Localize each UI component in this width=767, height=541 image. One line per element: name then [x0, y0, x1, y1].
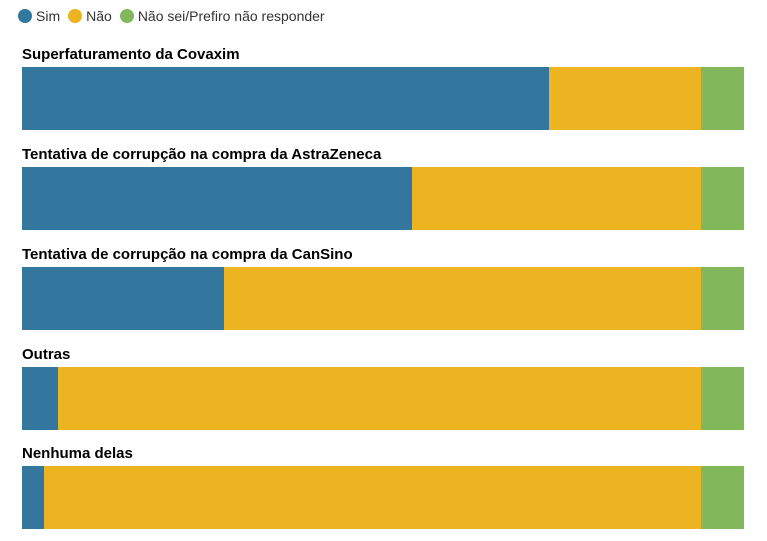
stacked-bar	[22, 167, 744, 230]
bar-segment-ns[interactable]	[700, 267, 744, 330]
bar-segment-nao[interactable]	[224, 267, 701, 330]
stacked-bar	[22, 466, 744, 529]
legend-item[interactable]: Não	[68, 8, 112, 24]
legend-dot-icon	[119, 9, 134, 23]
stacked-bar	[22, 367, 744, 430]
legend-label: Não sei/Prefiro não responder	[137, 8, 325, 24]
stacked-bar	[22, 67, 744, 130]
bar-segment-nao[interactable]	[58, 367, 701, 430]
bar-segment-nao[interactable]	[43, 466, 701, 529]
legend-label: Não	[86, 8, 112, 24]
bar-row-label: Superfaturamento da Covaxim	[22, 46, 240, 63]
bar-row: Tentativa de corrupção na compra da CanS…	[22, 245, 744, 330]
bar-segment-sim[interactable]	[22, 167, 412, 230]
bar-segment-sim[interactable]	[22, 67, 550, 130]
bar-segment-nao[interactable]	[549, 67, 701, 130]
bar-row-label: Outras	[22, 346, 71, 363]
bar-segment-sim[interactable]	[22, 267, 225, 330]
stacked-bar	[22, 267, 744, 330]
bar-segment-sim[interactable]	[22, 367, 59, 430]
legend-dot-icon	[18, 9, 32, 23]
bar-segment-ns[interactable]	[700, 367, 744, 430]
chart-legend: Sim Não Não sei/Prefiro não responder	[18, 8, 333, 24]
bar-segment-ns[interactable]	[700, 167, 744, 230]
bar-row-label: Nenhuma delas	[22, 445, 133, 462]
legend-item[interactable]: Sim	[18, 8, 60, 24]
bar-row: Tentativa de corrupção na compra da Astr…	[22, 145, 744, 230]
legend-dot-icon	[68, 9, 83, 23]
legend-label: Sim	[36, 8, 61, 24]
legend-item[interactable]: Não sei/Prefiro não responder	[119, 8, 325, 24]
bar-segment-ns[interactable]	[700, 466, 744, 529]
bar-row: Outras	[22, 345, 744, 430]
bar-row: Superfaturamento da Covaxim	[22, 45, 744, 130]
bar-row-label: Tentativa de corrupção na compra da CanS…	[22, 246, 353, 263]
bar-row-label: Tentativa de corrupção na compra da Astr…	[22, 146, 382, 163]
bar-segment-sim[interactable]	[22, 466, 44, 529]
bar-segment-nao[interactable]	[411, 167, 701, 230]
bar-segment-ns[interactable]	[700, 67, 744, 130]
bar-row: Nenhuma delas	[22, 444, 744, 529]
